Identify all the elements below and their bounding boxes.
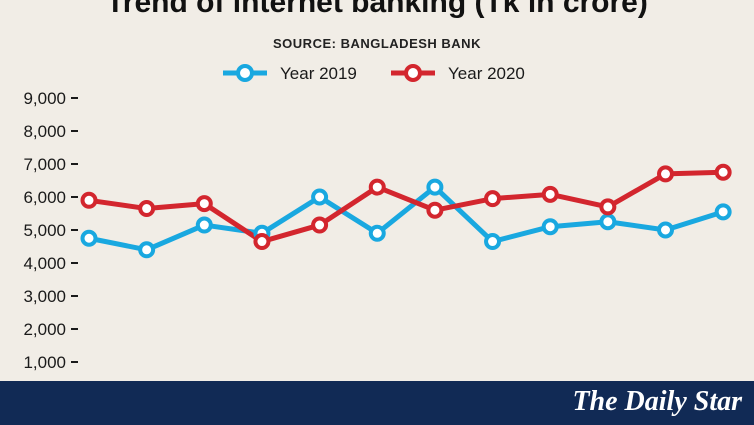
y-tick-label: 6,000 xyxy=(23,188,66,207)
legend-label: Year 2019 xyxy=(280,64,357,83)
data-point xyxy=(311,216,329,234)
y-tick-label: 3,000 xyxy=(23,287,66,306)
data-point xyxy=(599,213,617,231)
data-point xyxy=(426,201,444,219)
y-tick-label: 1,000 xyxy=(23,353,66,372)
data-point xyxy=(657,165,674,183)
data-point xyxy=(368,178,386,196)
data-point xyxy=(138,200,156,218)
chart-title: Trend of internet banking (Tk in crore) xyxy=(106,0,648,19)
data-point xyxy=(80,191,98,209)
data-point xyxy=(195,195,213,213)
line-chart: 1,000 2,000 3,000 4,000 5,000 6,000 7,000 8,000… xyxy=(23,64,732,372)
y-tick-label: 2,000 xyxy=(23,320,66,339)
chart-subtitle: SOURCE: BANGLADESH BANK xyxy=(273,36,481,51)
data-point xyxy=(541,185,559,203)
data-point xyxy=(195,216,213,234)
data-point xyxy=(714,203,732,221)
legend-marker xyxy=(404,64,422,82)
data-point xyxy=(714,163,732,181)
data-point xyxy=(368,224,386,242)
data-point xyxy=(253,233,271,251)
y-tick-label: 9,000 xyxy=(23,89,66,108)
series-line xyxy=(88,184,724,253)
y-tick-label: 4,000 xyxy=(23,254,66,273)
y-tick-label: 5,000 xyxy=(23,221,66,240)
daily-star-logo: The Daily Star xyxy=(572,386,742,417)
data-point xyxy=(138,241,156,259)
series-line xyxy=(88,169,724,245)
y-tick-label: 7,000 xyxy=(23,155,66,174)
data-point xyxy=(657,221,674,239)
data-point xyxy=(311,188,329,206)
data-point xyxy=(599,198,617,216)
data-point xyxy=(426,178,444,196)
legend-label: Year 2020 xyxy=(448,64,525,83)
data-point xyxy=(80,229,98,247)
data-point xyxy=(484,190,502,208)
y-tick-label: 8,000 xyxy=(23,122,66,141)
data-point xyxy=(541,218,559,236)
footer-bar: The Daily Star xyxy=(0,381,754,425)
legend-marker xyxy=(236,64,254,82)
data-point xyxy=(484,233,502,251)
